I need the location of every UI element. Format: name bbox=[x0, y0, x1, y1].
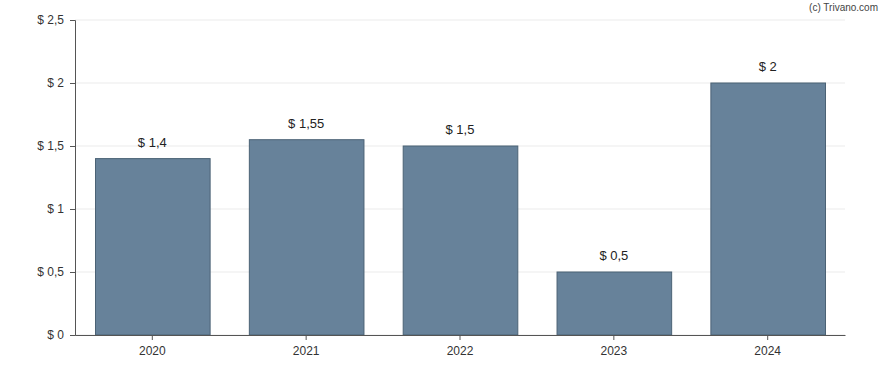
y-tick-mark bbox=[70, 335, 75, 336]
x-tick-label: 2021 bbox=[293, 344, 320, 358]
y-tick: $ 0,5 bbox=[37, 265, 75, 279]
y-tick-label: $ 1 bbox=[47, 202, 64, 216]
y-tick: $ 1,5 bbox=[37, 139, 75, 153]
x-tick: 2023 bbox=[600, 335, 627, 358]
bar bbox=[557, 272, 672, 335]
y-tick-label: $ 0,5 bbox=[37, 265, 64, 279]
data-label: $ 0,5 bbox=[599, 248, 628, 263]
y-tick-mark bbox=[70, 83, 75, 84]
y-tick-label: $ 1,5 bbox=[37, 139, 64, 153]
watermark: (c) Trivano.com bbox=[809, 2, 878, 13]
x-tick-mark bbox=[613, 335, 614, 340]
x-tick-mark bbox=[767, 335, 768, 340]
y-tick-mark bbox=[70, 209, 75, 210]
data-label: $ 1,4 bbox=[138, 135, 167, 150]
y-tick-mark bbox=[70, 20, 75, 21]
x-tick-label: 2022 bbox=[447, 344, 474, 358]
bar bbox=[96, 159, 211, 335]
y-tick: $ 0 bbox=[47, 328, 75, 342]
x-tick-label: 2020 bbox=[139, 344, 166, 358]
grid bbox=[75, 20, 845, 335]
x-tick: 2020 bbox=[139, 335, 166, 358]
data-labels: $ 1,4 $ 1,55 $ 1,5 $ 0,5 $ 2 bbox=[138, 59, 777, 263]
y-axis: $ 0 $ 0,5 $ 1 $ 1,5 $ 2 $ 2,5 bbox=[37, 13, 75, 342]
x-tick: 2021 bbox=[293, 335, 320, 358]
grid-line bbox=[75, 20, 845, 21]
chart: $ 0 $ 0,5 $ 1 $ 1,5 $ 2 $ 2,5 2020 2021 2022 2023… bbox=[0, 0, 888, 370]
x-axis: 2020 2021 2022 2023 2024 bbox=[76, 335, 846, 358]
data-label: $ 1,55 bbox=[288, 116, 324, 131]
x-tick-mark bbox=[460, 335, 461, 340]
bar bbox=[711, 83, 826, 335]
x-tick: 2022 bbox=[447, 335, 474, 358]
y-tick-label: $ 0 bbox=[47, 328, 64, 342]
bars bbox=[96, 83, 826, 335]
y-tick: $ 2,5 bbox=[37, 13, 75, 27]
y-tick-mark bbox=[70, 146, 75, 147]
plot: $ 0 $ 0,5 $ 1 $ 1,5 $ 2 $ 2,5 2020 2021 2022 2023… bbox=[37, 13, 845, 357]
y-axis-line bbox=[70, 21, 76, 336]
y-tick: $ 2 bbox=[47, 76, 75, 90]
x-tick: 2024 bbox=[754, 335, 781, 358]
y-tick-label: $ 2,5 bbox=[37, 13, 64, 27]
y-tick: $ 1 bbox=[47, 202, 75, 216]
y-tick-label: $ 2 bbox=[47, 76, 64, 90]
annotations: (c) Trivano.com bbox=[809, 2, 878, 13]
x-tick-label: 2023 bbox=[600, 344, 627, 358]
x-tick-mark bbox=[152, 335, 153, 340]
bar bbox=[403, 146, 518, 335]
data-label: $ 1,5 bbox=[446, 122, 475, 137]
x-tick-label: 2024 bbox=[754, 344, 781, 358]
y-tick-mark bbox=[70, 272, 75, 273]
data-label: $ 2 bbox=[759, 59, 777, 74]
x-tick-mark bbox=[306, 335, 307, 340]
bar bbox=[249, 140, 364, 335]
